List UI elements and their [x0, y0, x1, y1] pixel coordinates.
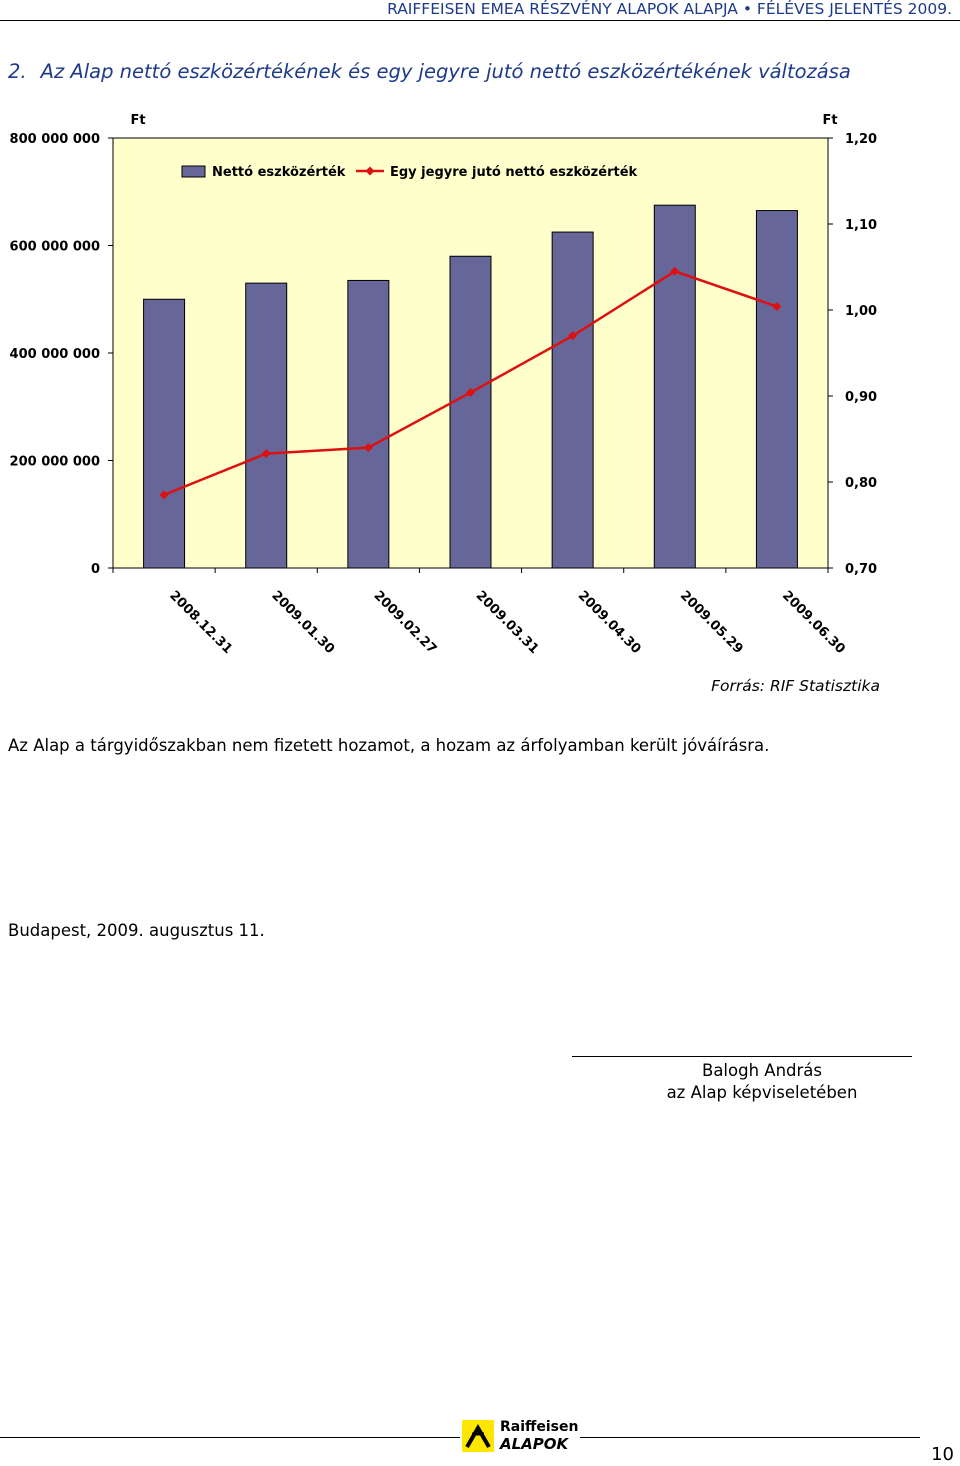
x-axis-label: 2008.12.31: [166, 588, 235, 657]
x-axis-label: 2009.02.27: [371, 588, 440, 657]
logo-brand: Raiffeisen: [500, 1419, 579, 1435]
right-axis-tick-label: 1,10: [845, 218, 877, 233]
left-axis-tick-label: 200 000 000: [10, 455, 100, 470]
signature-line: [572, 1056, 912, 1057]
x-axis-label: 2009.03.31: [473, 588, 542, 657]
line-point: [772, 302, 782, 312]
legend-label-bar: Nettó eszközérték: [212, 165, 346, 180]
left-axis-unit: Ft: [130, 113, 145, 128]
right-axis-tick-label: 0,70: [845, 562, 877, 577]
logo-sub: ALAPOK: [500, 1435, 569, 1453]
bar: [347, 279, 390, 569]
bar: [755, 210, 798, 569]
right-axis-tick-label: 1,00: [845, 304, 877, 319]
legend-label-line: Egy jegyre jutó nettó eszközérték: [390, 165, 638, 180]
left-axis-tick-label: 400 000 000: [10, 347, 100, 362]
x-axis-label: 2009.04.30: [575, 588, 644, 657]
left-axis-tick-label: 600 000 000: [10, 240, 100, 255]
left-axis: 0 200 000 000 400 000 000 600 000 000 800 00…: [10, 113, 146, 577]
legend: Nettó eszközérték Egy jegyre jutó nettó e…: [181, 165, 638, 180]
left-axis-tick-label: 0: [91, 562, 100, 577]
line-point: [670, 266, 680, 276]
line-point: [568, 331, 578, 341]
bar: [653, 204, 696, 569]
right-axis-tick-label: 0,80: [845, 476, 877, 491]
line-point: [261, 449, 271, 459]
header-rule: [0, 20, 960, 21]
signatory-name: Balogh András: [702, 1061, 822, 1080]
x-axis-label: 2009.06.30: [779, 588, 848, 657]
bar: [245, 282, 288, 569]
signatory-role: az Alap képviseletében: [666, 1083, 858, 1102]
page-number: 10: [931, 1444, 954, 1465]
line-point: [159, 490, 169, 500]
raiffeisen-logo: Raiffeisen ALAPOK: [460, 1418, 580, 1453]
x-axis-labels: 2008.12.31 2009.01.30 2009.02.27 2009.03.31…: [166, 588, 848, 657]
left-axis-tick-label: 800 000 000: [10, 132, 100, 147]
bar: [143, 298, 186, 569]
line-point: [363, 443, 373, 453]
right-axis: 0,70 0,80 0,90 1,00 1,10 1,20 Ft: [822, 113, 877, 577]
section-number: 2.: [8, 60, 27, 83]
source-note: Forrás: RIF Statisztika: [711, 677, 880, 695]
body-paragraph: Az Alap a tárgyidőszakban nem fizetett h…: [8, 736, 770, 755]
section-title-text: Az Alap nettó eszközértékének és egy jeg…: [40, 60, 851, 83]
line-series: [159, 266, 782, 500]
section-title: 2. Az Alap nettó eszközértékének és egy j…: [8, 60, 851, 83]
x-axis-label: 2009.05.29: [677, 588, 746, 657]
right-axis-unit: Ft: [822, 113, 837, 128]
bar: [449, 255, 492, 569]
right-axis-tick-label: 1,20: [845, 132, 877, 147]
line-point: [466, 388, 475, 398]
right-axis-tick-label: 0,90: [845, 390, 877, 405]
gable-cross-icon: [462, 1420, 494, 1452]
bar-series: [112, 204, 829, 573]
running-header: RAIFFEISEN EMEA RÉSZVÉNY ALAPOK ALAPJA •…: [387, 0, 952, 18]
x-axis-label: 2009.01.30: [268, 588, 337, 657]
bar: [551, 231, 594, 569]
legend-swatch-bar: [181, 165, 206, 178]
nav-chart: 0 200 000 000 400 000 000 600 000 000 800 00…: [10, 113, 878, 657]
legend-swatch-marker: [365, 166, 375, 176]
date-line: Budapest, 2009. augusztus 11.: [8, 921, 265, 940]
